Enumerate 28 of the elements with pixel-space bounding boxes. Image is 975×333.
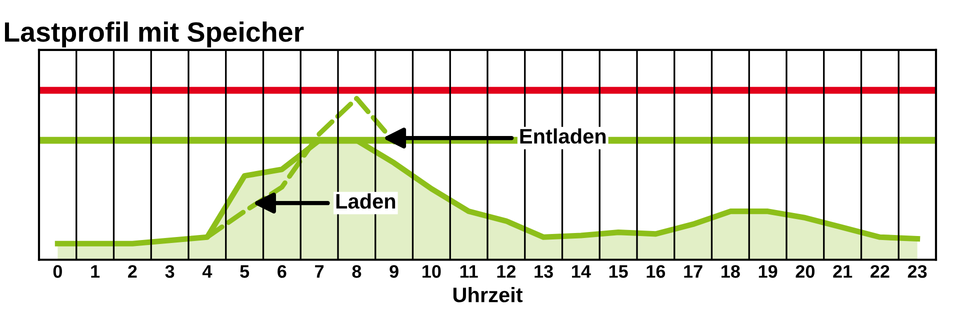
x-tick-label: 2 bbox=[128, 265, 137, 278]
x-tick-label: 14 bbox=[572, 265, 591, 278]
x-tick-label: 21 bbox=[833, 265, 852, 278]
x-tick-label: 19 bbox=[758, 265, 778, 278]
chart-title: Lastprofil mit Speicher bbox=[4, 21, 304, 48]
x-tick-label: 1 bbox=[91, 265, 100, 278]
x-tick-label: 12 bbox=[497, 265, 516, 278]
x-tick-label: 20 bbox=[796, 265, 814, 278]
x-tick-label: 17 bbox=[684, 265, 702, 278]
x-tick-label: 9 bbox=[390, 265, 398, 278]
x-tick-label: 11 bbox=[460, 265, 478, 278]
x-tick-label: 3 bbox=[165, 265, 174, 278]
x-tick-label: 8 bbox=[352, 265, 362, 278]
x-tick-label: 10 bbox=[422, 265, 441, 278]
x-tick-label: 22 bbox=[870, 265, 890, 278]
x-tick-label: 16 bbox=[646, 265, 666, 278]
x-tick-label: 7 bbox=[315, 265, 324, 278]
x-tick-label: 23 bbox=[908, 265, 927, 278]
x-tick-label: 4 bbox=[202, 265, 212, 278]
x-axis-title: Uhrzeit bbox=[453, 286, 523, 302]
x-tick-label: 13 bbox=[534, 265, 553, 278]
x-tick-label: 6 bbox=[278, 265, 286, 278]
x-tick-label: 15 bbox=[609, 265, 628, 278]
x-tick-label: 18 bbox=[722, 265, 740, 278]
x-tick-label: 5 bbox=[240, 265, 250, 278]
annotation: Entladen bbox=[520, 128, 606, 144]
annotation: Laden bbox=[336, 193, 396, 209]
x-tick-label: 0 bbox=[53, 265, 62, 278]
